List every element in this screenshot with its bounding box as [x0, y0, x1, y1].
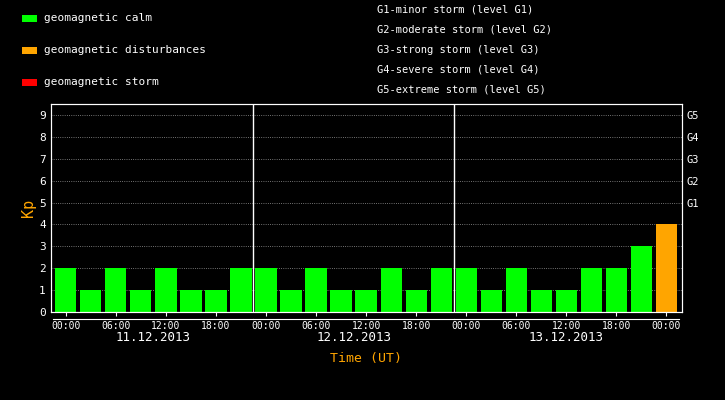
Bar — [55, 268, 76, 312]
Bar — [505, 268, 527, 312]
Bar — [22, 16, 37, 22]
Text: G1-minor storm (level G1): G1-minor storm (level G1) — [377, 5, 534, 15]
Text: 11.12.2013: 11.12.2013 — [116, 331, 191, 344]
Bar — [381, 268, 402, 312]
Bar — [155, 268, 176, 312]
Bar — [305, 268, 327, 312]
Bar — [606, 268, 627, 312]
Text: 13.12.2013: 13.12.2013 — [529, 331, 604, 344]
Bar — [22, 80, 37, 86]
Bar — [231, 268, 252, 312]
Text: G5-extreme storm (level G5): G5-extreme storm (level G5) — [377, 85, 546, 95]
Bar — [556, 290, 577, 312]
Text: Time (UT): Time (UT) — [330, 352, 402, 365]
Bar — [455, 268, 477, 312]
Bar — [205, 290, 227, 312]
Text: G4-severe storm (level G4): G4-severe storm (level G4) — [377, 65, 539, 75]
Bar — [355, 290, 377, 312]
Bar — [431, 268, 452, 312]
Text: geomagnetic disturbances: geomagnetic disturbances — [44, 45, 206, 55]
Bar — [80, 290, 102, 312]
Text: G2-moderate storm (level G2): G2-moderate storm (level G2) — [377, 25, 552, 35]
Text: geomagnetic calm: geomagnetic calm — [44, 13, 152, 23]
Bar — [656, 224, 677, 312]
Bar — [405, 290, 427, 312]
Bar — [181, 290, 202, 312]
Bar — [105, 268, 126, 312]
Bar — [331, 290, 352, 312]
Bar — [130, 290, 152, 312]
Bar — [581, 268, 602, 312]
Text: geomagnetic storm: geomagnetic storm — [44, 77, 159, 87]
Text: 12.12.2013: 12.12.2013 — [316, 331, 391, 344]
Bar — [631, 246, 652, 312]
Text: G3-strong storm (level G3): G3-strong storm (level G3) — [377, 45, 539, 55]
Bar — [255, 268, 277, 312]
Y-axis label: Kp: Kp — [21, 199, 36, 217]
Bar — [281, 290, 302, 312]
Bar — [22, 48, 37, 54]
Bar — [481, 290, 502, 312]
Bar — [531, 290, 552, 312]
